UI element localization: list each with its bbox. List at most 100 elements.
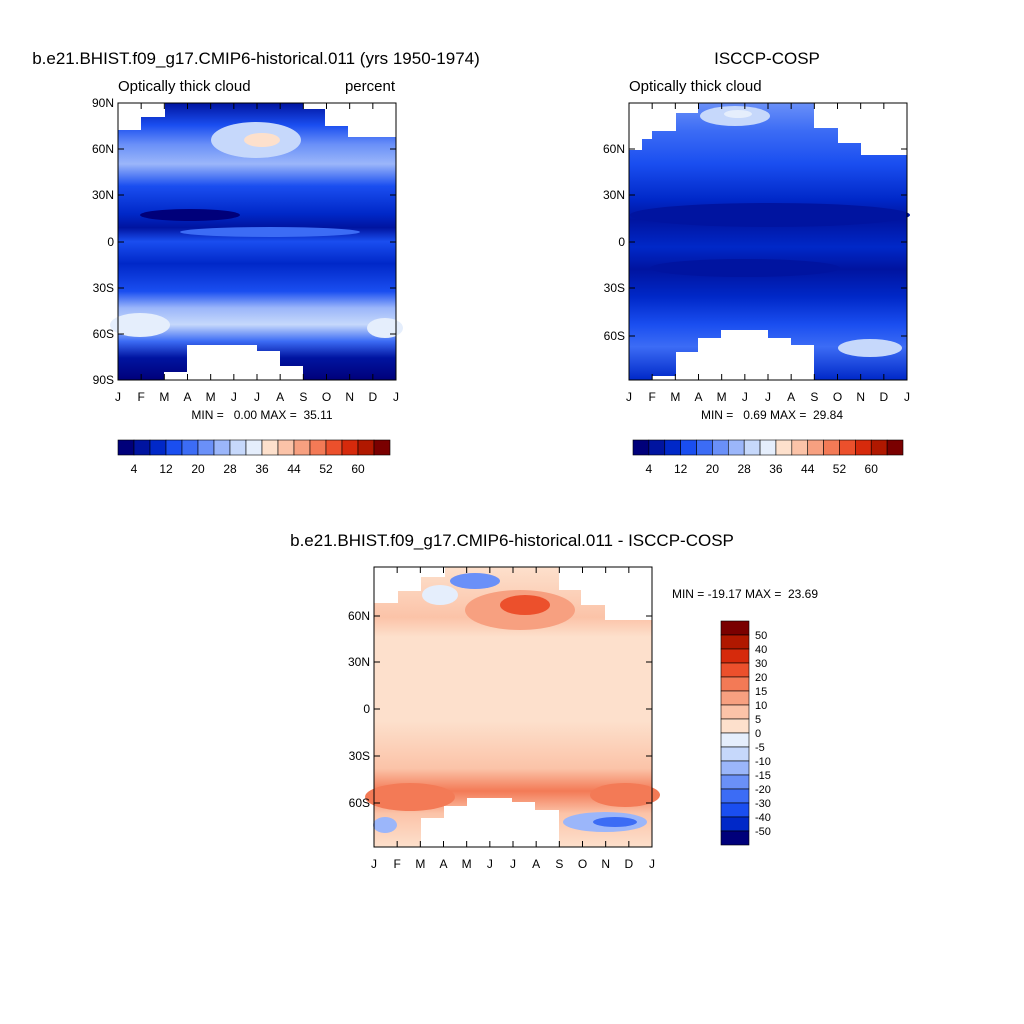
colorbar-swatch (309, 439, 327, 456)
panel-model-right-label: percent (345, 78, 396, 95)
panel-model-feature-nh-core (244, 133, 280, 147)
y-tick-label: 0 (618, 235, 625, 249)
colorbar-swatch (727, 439, 745, 456)
panel-diff-feature-sh-neg-core (593, 817, 637, 827)
x-tick-label: S (299, 390, 307, 404)
colorbar-swatch (325, 439, 343, 456)
colorbar-label: 20 (706, 462, 720, 476)
colorbar-swatch (775, 439, 793, 456)
panel-model-left-label: Optically thick cloud (118, 78, 251, 95)
colorbar-swatch (261, 439, 279, 456)
x-tick-label: M (415, 857, 425, 871)
colorbar-label: 30 (755, 658, 767, 670)
colorbar-label: 52 (319, 462, 333, 476)
x-tick-label: S (555, 857, 563, 871)
panel-diff-feature-sh-neg-left (373, 817, 397, 833)
y-tick-label: 60N (92, 142, 114, 156)
panel-model-y-ticks: 90N 60N 30N 0 30S 60S 90S (92, 96, 396, 387)
x-tick-label: A (183, 390, 191, 404)
colorbar-swatch (149, 439, 167, 456)
y-tick-label: 60S (93, 327, 114, 341)
colorbar-label: -5 (755, 742, 765, 754)
panel-diff-feature-nh-pos-core (500, 595, 550, 615)
colorbar-swatch (720, 802, 750, 818)
panel-diff-stats: MIN = -19.17 MAX = 23.69 (672, 587, 818, 601)
panel-diff-feature-sh-left (365, 783, 455, 811)
panel-model-missing-bottom (164, 345, 303, 380)
colorbar-swatch (720, 732, 750, 748)
x-tick-label: A (787, 390, 795, 404)
colorbar-swatch (720, 830, 750, 846)
colorbar-swatch (720, 760, 750, 776)
colorbar-swatch (357, 439, 375, 456)
colorbar-label: 36 (255, 462, 269, 476)
colorbar-swatch (245, 439, 263, 456)
colorbar-label: 40 (755, 644, 767, 656)
x-tick-label: O (833, 390, 842, 404)
colorbar-label: -15 (755, 770, 771, 782)
colorbar-label: 28 (223, 462, 237, 476)
panel-model-feature-sh-left (110, 313, 170, 337)
x-tick-label: N (601, 857, 610, 871)
colorbar-swatch (632, 439, 650, 456)
colorbar-label: -20 (755, 784, 771, 796)
colorbar-swatch (293, 439, 311, 456)
colorbar-swatch (341, 439, 359, 456)
colorbar-swatch (720, 774, 750, 790)
colorbar-label: 0 (755, 728, 761, 740)
x-tick-label: J (393, 390, 399, 404)
colorbar-swatch (165, 439, 183, 456)
colorbar-swatch (870, 439, 888, 456)
panel-diff-missing-top (374, 567, 652, 620)
x-tick-label: F (393, 857, 400, 871)
colorbar-label: -40 (755, 812, 771, 824)
y-tick-label: 30S (349, 749, 370, 763)
x-tick-label: J (649, 857, 655, 871)
x-tick-label: J (626, 390, 632, 404)
y-tick-label: 60S (349, 796, 370, 810)
colorbar-swatch (648, 439, 666, 456)
x-tick-label: J (487, 857, 493, 871)
colorbar-swatch (823, 439, 840, 456)
colorbar-label: 12 (674, 462, 688, 476)
colorbar-swatch (197, 439, 215, 456)
y-tick-label: 90S (93, 373, 114, 387)
x-tick-label: S (810, 390, 818, 404)
panel-model: b.e21.BHIST.f09_g17.CMIP6-historical.011… (32, 49, 480, 476)
panel-obs-title: ISCCP-COSP (714, 49, 820, 68)
colorbar-swatch (720, 788, 750, 804)
x-tick-label: J (904, 390, 910, 404)
colorbar-swatch (720, 690, 750, 706)
x-tick-label: D (879, 390, 888, 404)
colorbar-label: 20 (755, 672, 767, 684)
x-tick-label: N (856, 390, 865, 404)
x-tick-label: J (510, 857, 516, 871)
x-tick-label: F (648, 390, 655, 404)
panel-model-colorbar: 4 12 20 28 36 44 52 60 (117, 439, 391, 476)
y-tick-label: 30N (92, 188, 114, 202)
colorbar-label: -30 (755, 798, 771, 810)
colorbar-swatch (680, 439, 697, 456)
x-tick-label: A (439, 857, 447, 871)
panel-obs-missing-bottom (652, 330, 814, 380)
colorbar-swatch (791, 439, 809, 456)
colorbar-label: 10 (755, 700, 767, 712)
panel-diff-feature-sh-right (590, 783, 660, 807)
x-tick-label: M (159, 390, 169, 404)
colorbar-label: 60 (351, 462, 365, 476)
x-tick-label: J (115, 390, 121, 404)
panel-diff-feature-nh-neg (450, 573, 500, 589)
colorbar-swatch (720, 704, 750, 720)
panel-diff-missing-bottom (421, 798, 559, 847)
x-tick-label: J (371, 857, 377, 871)
colorbar-swatch (720, 676, 750, 692)
x-tick-label: D (368, 390, 377, 404)
colorbar-label: 4 (131, 462, 138, 476)
y-tick-label: 30N (603, 188, 625, 202)
colorbar-label: 50 (755, 630, 767, 642)
colorbar-swatch (855, 439, 872, 456)
y-tick-label: 60N (348, 609, 370, 623)
colorbar-swatch (720, 620, 750, 636)
